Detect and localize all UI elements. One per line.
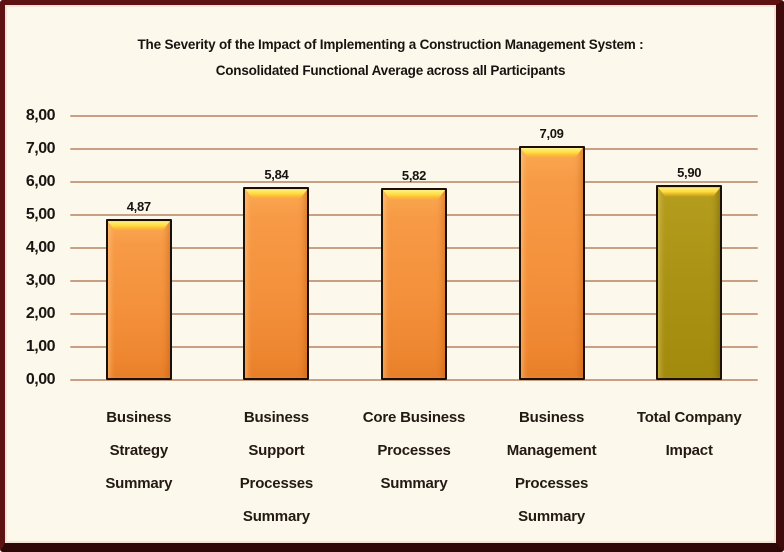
x-axis-category-line: Processes xyxy=(377,442,451,459)
bar-slot: 7,09 xyxy=(483,116,621,380)
y-axis-tick-label: 7,00 xyxy=(25,140,56,157)
bar-gloss-highlight xyxy=(658,187,721,198)
y-axis-tick-label: 1,00 xyxy=(25,338,56,355)
x-axis-category-line: Summary xyxy=(380,475,448,492)
x-axis-category-label: Business Strategy Summary xyxy=(70,401,208,533)
x-axis-category-label: Total Company Impact xyxy=(620,401,758,533)
chart-title: The Severity of the Impact of Implementi… xyxy=(5,32,776,84)
x-axis-category-line: Business xyxy=(243,409,309,426)
gridline xyxy=(70,181,758,183)
bar-gloss-highlight xyxy=(245,189,308,200)
plot-area: 4,87 5,84 5,82 7,09 5,90 xyxy=(70,115,758,381)
gridline xyxy=(70,115,758,117)
y-axis-tick-label: 3,00 xyxy=(25,272,56,289)
bar-slot: 5,82 xyxy=(345,116,483,380)
x-axis-category-line: Processes xyxy=(239,475,314,492)
bar-value-label: 5,82 xyxy=(401,167,427,183)
x-axis-category-line: Business xyxy=(106,409,172,426)
chart-title-line1: The Severity of the Impact of Implementi… xyxy=(137,37,644,52)
x-axis-category-line: Total Company xyxy=(636,409,742,426)
chart-title-line2: Consolidated Functional Average across a… xyxy=(215,63,566,78)
gridline xyxy=(70,379,758,381)
bar-value-label: 4,87 xyxy=(126,199,151,215)
x-axis-category-label: Business Support Processes Summary xyxy=(208,401,346,533)
x-axis-category-label: Core Business Processes Summary xyxy=(345,401,483,533)
x-axis-category-line: Summary xyxy=(242,508,310,525)
bar xyxy=(105,219,172,380)
bar-value-label: 5,90 xyxy=(677,165,702,181)
x-axis-category-line: Business xyxy=(519,409,585,426)
x-axis-category-line: Support xyxy=(248,442,305,459)
x-axis-category-line: Processes xyxy=(514,475,589,492)
y-axis-tick-label: 6,00 xyxy=(25,173,56,190)
bar xyxy=(380,187,447,380)
bar xyxy=(243,187,310,380)
y-axis-tick-label: 8,00 xyxy=(25,107,56,124)
y-axis-tick-label: 5,00 xyxy=(25,206,56,223)
bar-value-label: 7,09 xyxy=(539,126,564,142)
bars-row: 4,87 5,84 5,82 7,09 5,90 xyxy=(70,116,758,380)
bar-gloss-highlight xyxy=(520,148,583,159)
x-axis-category-line: Impact xyxy=(665,442,713,459)
x-axis-category-line: Strategy xyxy=(109,442,169,459)
bar-slot: 5,84 xyxy=(208,116,346,380)
y-axis-tick-label: 0,00 xyxy=(25,371,56,388)
x-axis: Business Strategy Summary Business Support Pr… xyxy=(70,401,758,533)
bar-gloss-highlight xyxy=(382,189,445,200)
gridline xyxy=(70,148,758,150)
x-axis-category-line: Summary xyxy=(518,508,586,525)
bar-slot: 4,87 xyxy=(70,116,208,380)
x-axis-category-line: Summary xyxy=(105,475,173,492)
bar xyxy=(518,146,585,380)
y-axis: 0,00 1,00 2,00 3,00 4,00 5,00 6,00 7,00 8,00 xyxy=(5,107,56,388)
x-axis-category-line: Management xyxy=(506,442,597,459)
x-axis-category-label: Business Management Processes Summary xyxy=(483,401,621,533)
bar-gloss-highlight xyxy=(107,221,170,232)
y-axis-tick-label: 4,00 xyxy=(25,239,56,256)
y-axis-tick-label: 2,00 xyxy=(25,305,56,322)
bar-slot: 5,90 xyxy=(620,116,758,380)
x-axis-category-line: Core Business xyxy=(362,409,466,426)
bar xyxy=(656,185,723,380)
bar-value-label: 5,84 xyxy=(264,167,289,183)
